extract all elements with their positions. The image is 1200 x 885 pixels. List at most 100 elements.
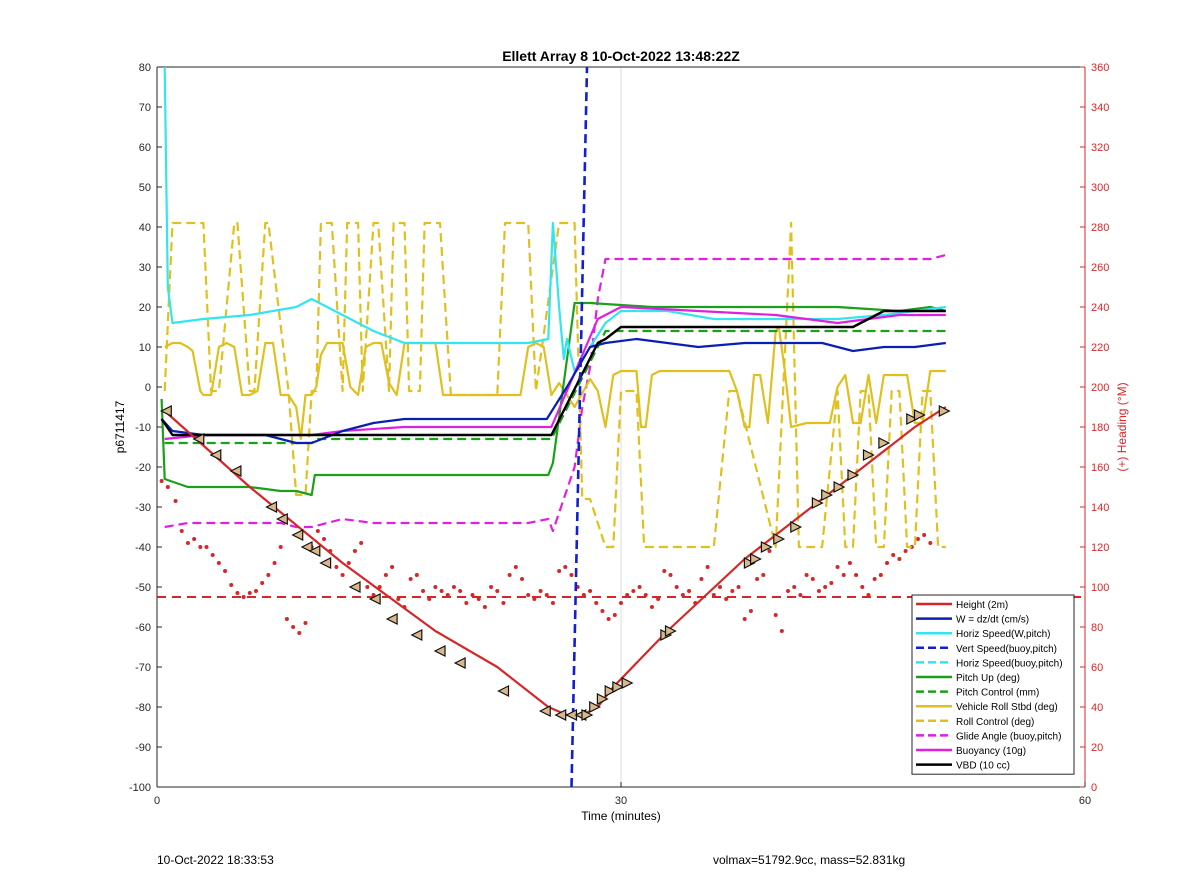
climb-marker [581,709,594,721]
x-tick-label: 30 [615,795,627,807]
climb-marker [760,541,773,553]
heading-point [272,561,277,565]
heading-point [767,549,772,553]
dive-marker [192,433,205,445]
heading-point [860,585,865,589]
vehicle-roll-line [164,325,946,441]
y-tick-label: 60 [139,142,151,154]
heading-point [786,589,791,593]
legend-label: W = dz/dt (cm/s) [956,615,1029,626]
heading-point [717,585,722,589]
legend-label: Horiz Speed(buoy,pitch) [956,658,1063,669]
y2-tick-label: 80 [1091,622,1103,634]
y2-tick-label: 0 [1091,782,1097,794]
heading-point [674,585,679,589]
y2-tick-label: 240 [1091,302,1109,314]
heading-point [854,573,859,577]
w-dzdt-line [160,337,946,445]
heading-point [668,573,673,577]
pitch-up-line [160,301,947,497]
heading-point [303,621,308,625]
heading-point [878,573,883,577]
heading-point [414,573,419,577]
heading-point [915,537,920,541]
heading-point [165,485,170,489]
heading-point [396,597,401,601]
heading-point [371,593,376,597]
legend-label: Vert Speed(buoy,pitch) [956,644,1057,655]
climb-marker [773,533,786,545]
heading-point [439,589,444,593]
heading-point [451,585,456,589]
heading-point [935,0,939,2]
heading-point [185,541,190,545]
y2-tick-label: 140 [1091,502,1109,514]
legend: Height (2m) W = dz/dt (cm/s) Horiz Speed(W… [911,594,1075,775]
heading-point [649,605,654,609]
heading-point [748,609,753,613]
dive-marker [319,557,332,569]
dive-marker [433,645,446,657]
heading-point [173,499,178,503]
heading-point [557,569,562,573]
heading-point [885,561,890,565]
heading-point [594,601,599,605]
heading-point [489,585,494,589]
heading-point [204,545,209,549]
climb-marker [862,449,875,461]
y-tick-label: -90 [135,742,151,754]
heading-point [408,577,413,581]
heading-point [600,609,605,613]
heading-point [513,565,518,569]
heading-point [761,573,766,577]
heading-point [192,537,197,541]
dive-marker [291,529,304,541]
dive-marker [229,465,242,477]
heading-point [266,573,271,577]
roll-control-line [163,221,946,549]
climb-marker [596,693,609,705]
heading-point [872,577,877,581]
dive-marker [497,685,510,697]
dive-marker [209,449,222,461]
heading-point [427,597,432,601]
heading-point [798,593,803,597]
y-tick-label: 30 [139,262,151,274]
vbd-line [160,309,946,437]
heading-point [247,591,252,595]
heading-point [284,617,289,621]
glide-angle-line [164,253,947,533]
heading-point [792,585,797,589]
climb-marker [938,405,951,417]
y2-tick-label: 300 [1091,182,1109,194]
x-tick-label: 0 [154,795,160,807]
legend-label: Height (2m) [956,600,1008,611]
chart-title: Ellett Array 8 10-Oct-2022 13:48:22Z [502,48,740,64]
dive-marker [453,657,466,669]
heading-point [619,601,623,605]
y-tick-label: -20 [135,462,151,474]
dive-marker [275,513,288,525]
legend-label: Pitch Control (mm) [956,688,1039,699]
heading-point [866,593,871,597]
legend-label: Pitch Up (deg) [956,673,1020,684]
heading-point [897,557,902,561]
legend-label: Buoyancy (10g) [956,746,1026,757]
y-tick-label: 40 [139,222,151,234]
legend-label: Vehicle Roll Stbd (deg) [956,702,1058,713]
climb-marker [612,681,625,693]
heading-point [383,573,388,577]
dive-marker [300,541,313,553]
climb-marker [821,489,834,501]
heading-point [445,593,450,597]
heading-point [625,593,630,597]
heading-point [941,0,945,2]
climb-marker [621,677,634,689]
y-tick-label: -100 [129,782,151,794]
heading-point [532,597,537,601]
heading-point [346,561,351,565]
y2-tick-label: 160 [1091,462,1109,474]
heading-point [606,617,611,621]
y-tick-label: -30 [135,502,151,514]
legend-label: Horiz Speed(W,pitch) [956,629,1050,640]
